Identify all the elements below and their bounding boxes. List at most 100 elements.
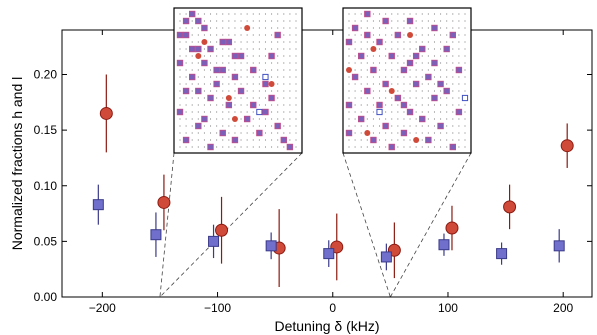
lattice-site [348,13,350,15]
lattice-site [360,48,362,50]
lattice-site [366,48,368,50]
lattice-site [252,27,254,29]
lattice-site [403,83,405,85]
lattice-site [240,125,242,127]
lattice-site [271,125,273,127]
lattice-site [185,41,187,43]
lattice-site [234,83,236,85]
lattice-site [440,34,442,36]
lattice-site [197,111,199,113]
data-point-circle [560,139,574,153]
lattice-site [391,20,393,22]
lattice-site [246,83,248,85]
lattice-site [354,139,356,141]
lattice-site [246,125,248,127]
lattice-site [216,146,218,148]
lattice-site [348,111,350,113]
lattice-site [240,111,242,113]
site-circle [413,137,420,143]
lattice-site [427,118,429,120]
lattice-site [283,13,285,15]
lattice-site [216,139,218,141]
lattice-site [210,69,212,71]
lattice-site [295,20,297,22]
lattice-site [252,118,254,120]
site-filled [256,129,263,137]
lattice-site [271,139,273,141]
lattice-site [385,118,387,120]
lattice-site [258,118,260,120]
lattice-site [458,13,460,15]
lattice-site [409,97,411,99]
lattice-site [252,41,254,43]
lattice-site [216,125,218,127]
lattice-site [246,20,248,22]
data-point-circle [99,106,113,120]
lattice-site [179,97,181,99]
lattice-site [203,97,205,99]
lattice-site [366,27,368,29]
lattice-site [421,13,423,15]
lattice-site [179,69,181,71]
data-point-square [208,235,220,247]
lattice-site [409,83,411,85]
data-point-square [496,248,508,260]
site-filled [207,143,214,151]
lattice-site [372,55,374,57]
lattice-site [277,62,279,64]
lattice-site [191,83,193,85]
inset-connector [159,152,175,298]
site-filled [243,115,251,123]
lattice-site [385,62,387,64]
lattice-site [295,76,297,78]
lattice-site [433,55,435,57]
lattice-site [264,146,266,148]
lattice-site [283,97,285,99]
lattice-site [295,118,297,120]
lattice-site [191,132,193,134]
lattice-site [197,146,199,148]
inset-panel [342,7,472,154]
lattice-site [179,83,181,85]
site-filled [237,87,245,95]
lattice-site [415,76,417,78]
site-filled [219,38,226,46]
lattice-site [203,90,205,92]
lattice-site [234,97,236,99]
lattice-site [366,111,368,113]
site-open [262,73,269,81]
lattice-site [283,83,285,85]
lattice-site [246,69,248,71]
lattice-site [185,104,187,106]
site-filled [176,31,184,39]
site-filled [189,45,196,53]
lattice-site [403,111,405,113]
lattice-site [295,48,297,50]
site-filled [213,80,220,88]
data-point-square [380,251,392,263]
lattice-site [295,27,297,29]
lattice-site [228,62,230,64]
lattice-site [379,20,381,22]
lattice-site [264,62,266,64]
site-filled [345,101,353,109]
lattice-site [240,132,242,134]
site-filled [250,101,257,109]
lattice-site [354,69,356,71]
lattice-site [185,146,187,148]
lattice-site [216,132,218,134]
lattice-site [197,13,199,15]
lattice-site [252,111,254,113]
lattice-site [360,83,362,85]
site-filled [406,108,414,116]
lattice-site [289,55,291,57]
lattice-site [366,146,368,148]
lattice-site [240,118,242,120]
lattice-site [372,20,374,22]
lattice-site [240,146,242,148]
site-filled [225,101,233,109]
lattice-site [458,118,460,120]
lattice-site [354,97,356,99]
lattice-site [264,41,266,43]
lattice-site [360,34,362,36]
